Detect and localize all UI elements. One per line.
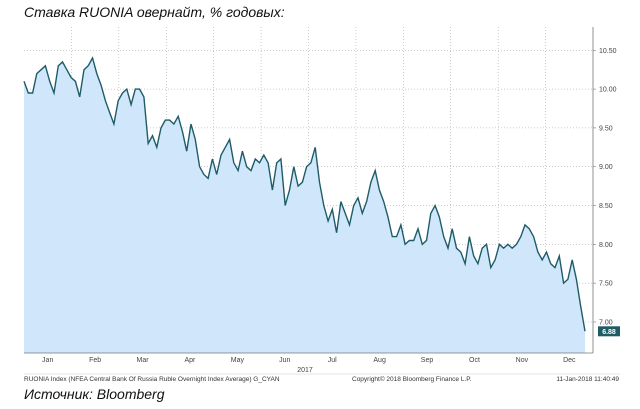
x-tick-label: Oct bbox=[469, 357, 480, 364]
x-tick-labels: Jan Feb Mar Apr May Jun Jul Aug Sep Oct Nov Dec bbox=[42, 357, 576, 364]
chart-title: Ставка RUONIA овернайт, % годовых: bbox=[24, 4, 285, 20]
x-tick-label: Nov bbox=[516, 357, 529, 364]
series-line bbox=[23, 56, 586, 332]
last-value-label: 6.88 bbox=[602, 329, 616, 336]
last-value-box bbox=[598, 326, 620, 337]
x-axis-year-label: 2017 bbox=[297, 367, 313, 374]
footer-timestamp: 11-Jan-2018 11:40:49 bbox=[556, 376, 619, 383]
x-tick-label: Jun bbox=[279, 357, 290, 364]
x-tick-label: Jul bbox=[328, 357, 337, 364]
x-tick-label: Jan bbox=[42, 357, 53, 364]
x-tick-label: Feb bbox=[89, 357, 101, 364]
y-tick-label: 7.50 bbox=[599, 281, 613, 288]
x-tick-label: May bbox=[231, 357, 245, 364]
series-area bbox=[24, 58, 585, 353]
x-tick-label: Sep bbox=[421, 357, 434, 364]
x-tick-label: Mar bbox=[137, 357, 150, 364]
x-tick-label: Dec bbox=[563, 357, 576, 364]
footer-copyright: Copyright© 2018 Bloomberg Finance L.P. bbox=[352, 375, 472, 383]
y-tick-label: 10.00 bbox=[599, 87, 617, 94]
y-tick-label: 8.50 bbox=[599, 203, 613, 210]
y-tick-label: 7.00 bbox=[599, 319, 613, 326]
y-tick-labels: 10.50 10.00 9.50 9.00 8.50 8.00 7.50 7.00 bbox=[593, 48, 617, 326]
x-tick-label: Apr bbox=[185, 357, 197, 364]
y-tick-label: 8.00 bbox=[599, 242, 613, 249]
y-tick-label: 10.50 bbox=[599, 48, 617, 55]
x-tick-label: Aug bbox=[373, 357, 386, 364]
footer-index-name: RUONIA Index (NFEA Central Bank Of Russi… bbox=[24, 376, 280, 383]
source-note: Источник: Bloomberg bbox=[24, 386, 165, 402]
y-tick-label: 9.00 bbox=[599, 164, 613, 171]
last-value-marker: 6.88 bbox=[598, 326, 620, 337]
y-tick-label: 9.50 bbox=[599, 125, 613, 132]
